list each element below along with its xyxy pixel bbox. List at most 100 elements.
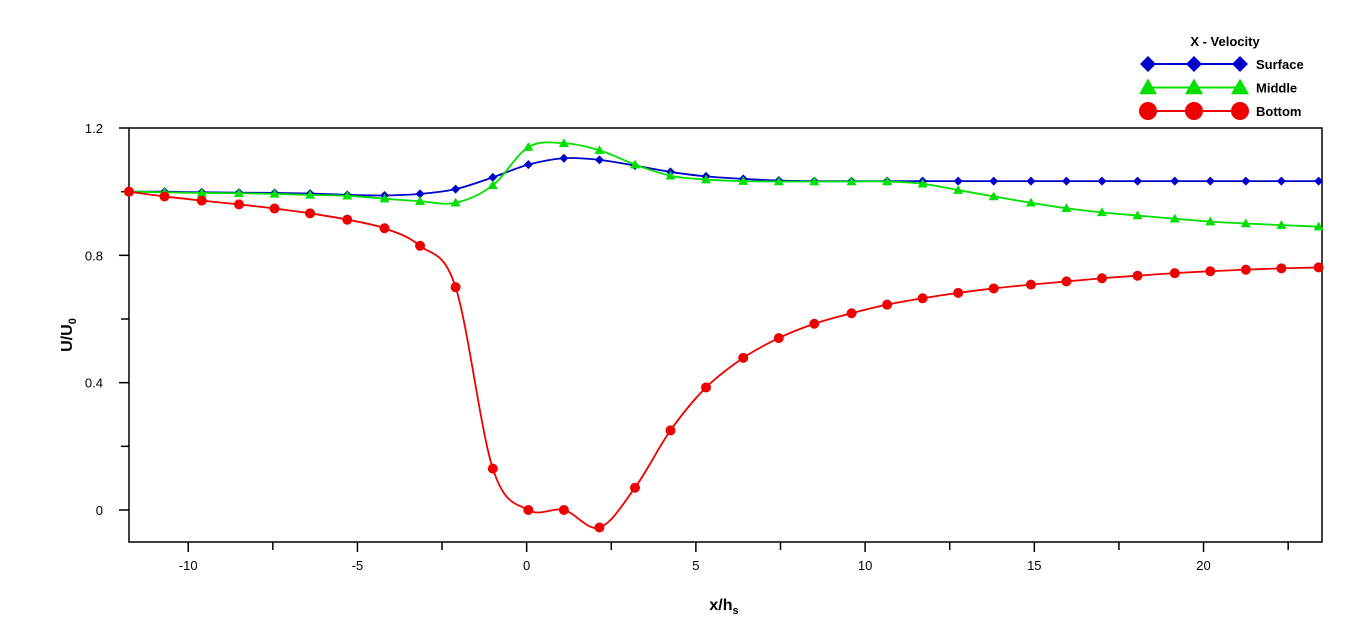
- plot-frame: [128, 127, 1323, 543]
- legend-marker-circle: [1231, 102, 1249, 120]
- data-point-surface: [953, 176, 963, 186]
- data-point-bottom: [415, 240, 426, 251]
- data-point-surface: [523, 160, 533, 170]
- data-point-bottom: [738, 352, 749, 363]
- data-point-middle: [738, 176, 749, 185]
- data-point-middle: [233, 188, 244, 198]
- data-point-bottom: [269, 203, 280, 214]
- data-point-surface: [1276, 176, 1286, 186]
- data-point-bottom: [342, 214, 353, 225]
- data-point-middle: [594, 145, 605, 155]
- legend-title: X - Velocity: [1190, 34, 1260, 49]
- x-tick-label: 15: [1027, 558, 1041, 573]
- data-point-bottom: [159, 191, 170, 202]
- data-point-middle: [629, 159, 640, 169]
- data-point-bottom: [1061, 276, 1072, 287]
- x-tick-label: 0: [523, 558, 530, 573]
- series-surface: [124, 153, 1324, 200]
- y-tick-label: 0.4: [85, 376, 103, 391]
- data-point-middle: [846, 176, 857, 186]
- series-bottom: [124, 186, 1324, 533]
- data-point-middle: [917, 178, 928, 188]
- legend-marker-circle: [1139, 102, 1157, 120]
- data-point-bottom: [305, 208, 316, 219]
- series-layer: [124, 138, 1324, 533]
- data-point-middle: [558, 138, 569, 148]
- series-line-surface: [128, 157, 1319, 197]
- legend-marker-diamond: [1140, 56, 1156, 72]
- data-point-bottom: [558, 505, 569, 515]
- x-tick-label: 10: [858, 558, 872, 573]
- data-point-middle: [1025, 197, 1036, 207]
- data-point-surface: [488, 172, 498, 182]
- data-point-middle: [1276, 220, 1287, 229]
- legend-marker-triangle: [1139, 78, 1157, 95]
- data-point-bottom: [1205, 266, 1216, 277]
- y-tick-label: 1.2: [85, 121, 103, 136]
- data-point-bottom: [523, 505, 534, 515]
- data-point-bottom: [773, 333, 784, 344]
- data-point-middle: [1169, 213, 1180, 223]
- y-tick-label: 0: [96, 503, 103, 518]
- data-point-middle: [1061, 203, 1072, 212]
- data-point-bottom: [882, 299, 893, 310]
- data-point-middle: [1205, 216, 1216, 226]
- y-tick-label: 0.8: [85, 248, 103, 263]
- x-axis-ticks: -10 -5 0 5 10 15 20: [179, 542, 1289, 573]
- data-point-bottom: [1097, 273, 1108, 284]
- data-point-middle: [988, 191, 999, 201]
- data-point-middle: [305, 189, 316, 199]
- data-point-middle: [379, 193, 390, 203]
- data-point-surface: [1170, 176, 1180, 186]
- data-point-bottom: [1276, 263, 1287, 274]
- data-point-surface: [1205, 176, 1215, 186]
- data-point-middle: [1313, 221, 1324, 231]
- legend-marker-triangle: [1185, 78, 1203, 95]
- data-point-bottom: [196, 195, 207, 206]
- data-point-middle: [342, 190, 353, 200]
- legend-entries: Surface Middle Bottom: [1139, 56, 1304, 120]
- data-point-middle: [665, 170, 676, 180]
- legend-label: Middle: [1256, 81, 1297, 96]
- y-axis-title: U/U0: [59, 318, 79, 352]
- legend-marker-circle: [1185, 102, 1203, 120]
- y-axis-ticks: 0 0.4 0.8 1.2: [85, 121, 129, 518]
- data-point-surface: [559, 153, 569, 163]
- data-point-middle: [487, 180, 498, 190]
- data-point-surface: [1241, 176, 1251, 186]
- data-point-bottom: [1240, 264, 1251, 275]
- legend-marker-diamond: [1186, 56, 1202, 72]
- data-point-bottom: [953, 287, 964, 298]
- data-point-bottom: [1169, 268, 1180, 279]
- x-tick-label: -10: [179, 558, 198, 573]
- data-point-bottom: [379, 223, 390, 234]
- data-point-bottom: [917, 293, 928, 304]
- data-point-middle: [1132, 210, 1143, 220]
- x-axis-title: x/hs: [709, 597, 738, 617]
- data-point-bottom: [1025, 279, 1036, 290]
- data-point-middle: [1097, 207, 1108, 217]
- data-point-bottom: [1132, 270, 1143, 281]
- data-point-surface: [451, 184, 461, 194]
- data-point-bottom: [450, 282, 461, 293]
- legend-label: Surface: [1256, 57, 1304, 72]
- data-point-middle: [1240, 218, 1251, 228]
- data-point-bottom: [594, 522, 605, 533]
- legend-item-middle: Middle: [1139, 78, 1297, 96]
- data-point-middle: [196, 187, 207, 197]
- data-point-surface: [594, 155, 604, 165]
- legend-item-surface: Surface: [1140, 56, 1304, 72]
- x-tick-label: 5: [692, 558, 699, 573]
- data-point-bottom: [629, 482, 640, 493]
- legend-marker-diamond: [1232, 56, 1248, 72]
- data-point-bottom: [665, 425, 676, 436]
- data-point-middle: [701, 174, 712, 184]
- data-point-surface: [1061, 176, 1071, 186]
- data-point-middle: [773, 176, 784, 186]
- data-point-bottom: [487, 463, 498, 474]
- data-point-middle: [882, 176, 893, 186]
- data-point-middle: [415, 196, 426, 205]
- series-middle: [124, 138, 1324, 231]
- legend-label: Bottom: [1256, 104, 1302, 119]
